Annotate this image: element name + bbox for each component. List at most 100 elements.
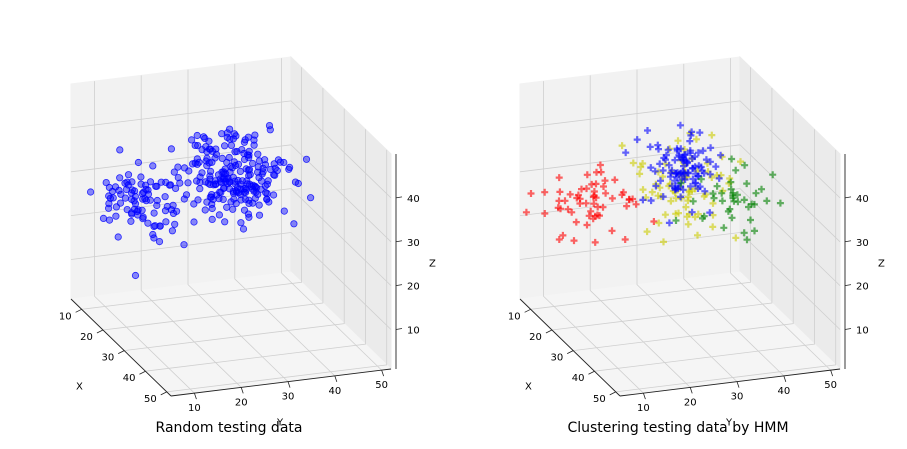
data-point [134,211,142,219]
data-point [728,214,736,222]
data-point [112,203,121,211]
data-point [265,122,274,130]
x-tick-label: 30 [550,353,563,364]
z-tick [844,284,852,287]
data-point [139,195,147,203]
x-tick [139,370,146,375]
data-point [234,160,243,168]
data-point [559,231,567,239]
z-tick [395,284,403,287]
data-point [654,141,662,149]
data-point [291,178,300,186]
data-point [629,195,637,203]
data-point [718,189,726,197]
series-4 [672,155,784,244]
gridline-z [70,100,392,199]
x-tick-label: 20 [529,332,542,343]
data-point [590,200,598,208]
gridline-z [70,232,392,330]
series-1 [87,122,315,280]
gridline-y [94,81,195,394]
z-tick [844,240,852,243]
data-point [608,194,616,202]
data-point [769,171,777,179]
data-point [203,154,211,162]
data-point [223,129,231,137]
y-tick-label: 40 [328,386,341,397]
data-point [105,216,114,224]
data-point [708,131,716,139]
data-point [672,217,680,224]
data-point [656,184,664,192]
data-point [229,173,237,181]
data-point [706,158,714,166]
data-point [151,222,159,230]
data-point [265,198,273,206]
data-point [206,193,214,201]
data-point [193,155,201,163]
data-point [758,185,765,193]
data-point [661,211,669,219]
y-tick [643,393,646,400]
data-point [671,156,679,164]
data-point [583,171,591,179]
data-point [226,125,234,133]
data-point [564,205,572,213]
data-point [180,195,188,203]
data-point [302,155,311,163]
data-point [709,223,717,231]
gridline-z [519,144,841,243]
data-point [729,189,737,197]
data-point [659,167,667,174]
data-point [527,190,535,197]
data-point [196,178,204,186]
data-point [555,236,563,243]
data-point [715,174,723,182]
gridline-y [683,63,785,377]
data-point [223,203,231,211]
data-point [167,145,175,153]
y-tick-label: 30 [282,392,295,403]
data-point [121,194,130,202]
data-point [263,189,271,197]
data-point [236,167,244,175]
x-tick [609,391,616,396]
data-point [673,147,681,154]
data-point [176,179,184,187]
data-point [106,194,115,202]
data-point [570,237,578,245]
data-point [245,213,253,221]
data-point [237,196,245,204]
data-point [561,197,569,205]
y-tick-label: 10 [637,403,650,414]
x-tick [545,329,553,334]
data-point [686,137,694,145]
x-axis-line [70,298,172,397]
data-point [694,149,702,157]
data-point [680,171,688,179]
data-point [193,131,201,140]
data-point [246,171,254,179]
data-point [741,161,749,169]
data-point [218,168,226,176]
data-point [116,146,124,154]
z-tick-label: 20 [856,282,869,293]
y-tick-label: 50 [824,380,837,391]
data-point [702,156,710,164]
data-point [270,171,278,179]
data-point [168,227,176,235]
data-point [556,188,564,196]
data-point [706,170,714,178]
data-point [261,182,269,190]
data-point [219,195,227,203]
panel-2: 10 20 30 40 50 10 20 30 40 50 10 20 30 40 X Y Z Clusterin… [508,55,885,436]
gridline-y [140,75,242,388]
data-point [255,201,263,209]
data-point [245,147,253,155]
data-point [677,193,685,201]
data-point [188,136,196,144]
data-point [225,178,233,186]
data-point [691,163,699,171]
y-tick [736,381,740,388]
